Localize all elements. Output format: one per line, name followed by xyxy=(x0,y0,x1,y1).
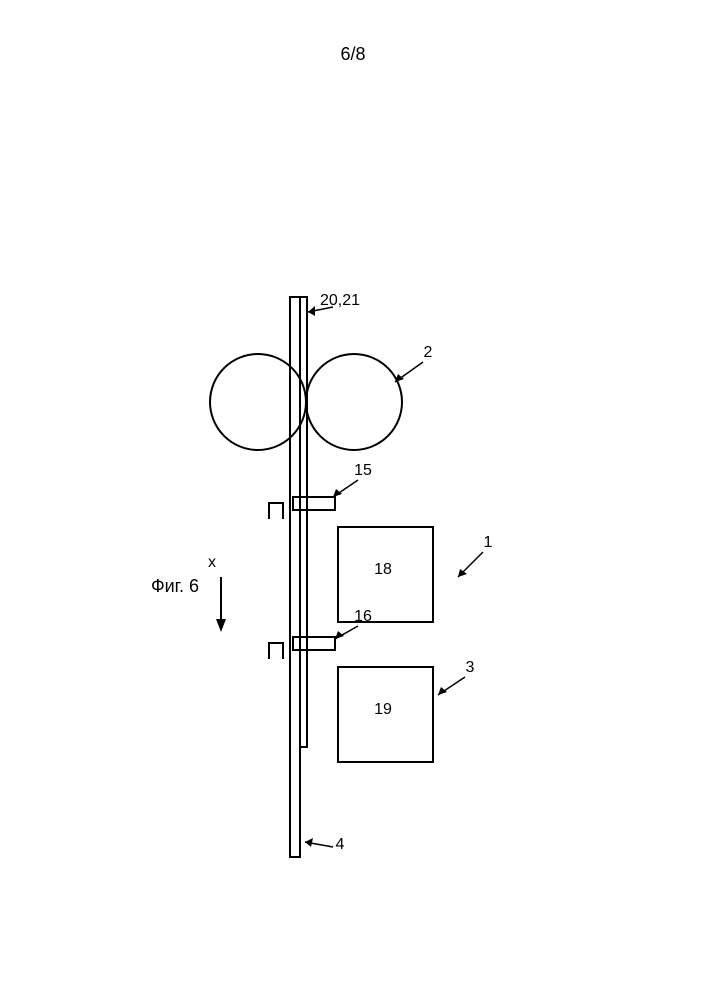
roller-top xyxy=(306,354,402,450)
label-19: 19 xyxy=(374,701,392,718)
label-16: 16 xyxy=(354,608,372,625)
callout-2: 2 xyxy=(395,344,433,382)
callout-15: 15 xyxy=(333,462,372,497)
roller-bottom xyxy=(210,354,306,450)
callout-4: 4 xyxy=(305,836,345,853)
diagram-canvas: 6/8 x Фиг. 6 1 xyxy=(0,0,706,999)
label-2: 2 xyxy=(424,344,433,361)
label-18: 18 xyxy=(374,561,392,578)
label-4: 4 xyxy=(336,836,345,853)
x-axis-arrow xyxy=(216,577,226,632)
label-1: 1 xyxy=(484,534,493,551)
callout-3: 3 xyxy=(438,659,475,695)
label-2021: 20,21 xyxy=(320,292,360,309)
figure-caption: Фиг. 6 xyxy=(151,576,199,596)
label-3: 3 xyxy=(466,659,475,676)
figure-group: x Фиг. 6 1 2 3 4 xyxy=(151,292,493,857)
label-15: 15 xyxy=(354,462,372,479)
x-axis-label: x xyxy=(208,554,216,571)
page-header: 6/8 xyxy=(340,44,365,64)
callout-1: 1 xyxy=(458,534,493,577)
bracket-left xyxy=(269,503,283,519)
substrate-strip xyxy=(300,297,307,747)
table-base xyxy=(290,297,300,857)
callout-2021: 20,21 xyxy=(308,292,360,316)
callout-16: 16 xyxy=(335,608,372,639)
bracket-right xyxy=(269,643,283,659)
